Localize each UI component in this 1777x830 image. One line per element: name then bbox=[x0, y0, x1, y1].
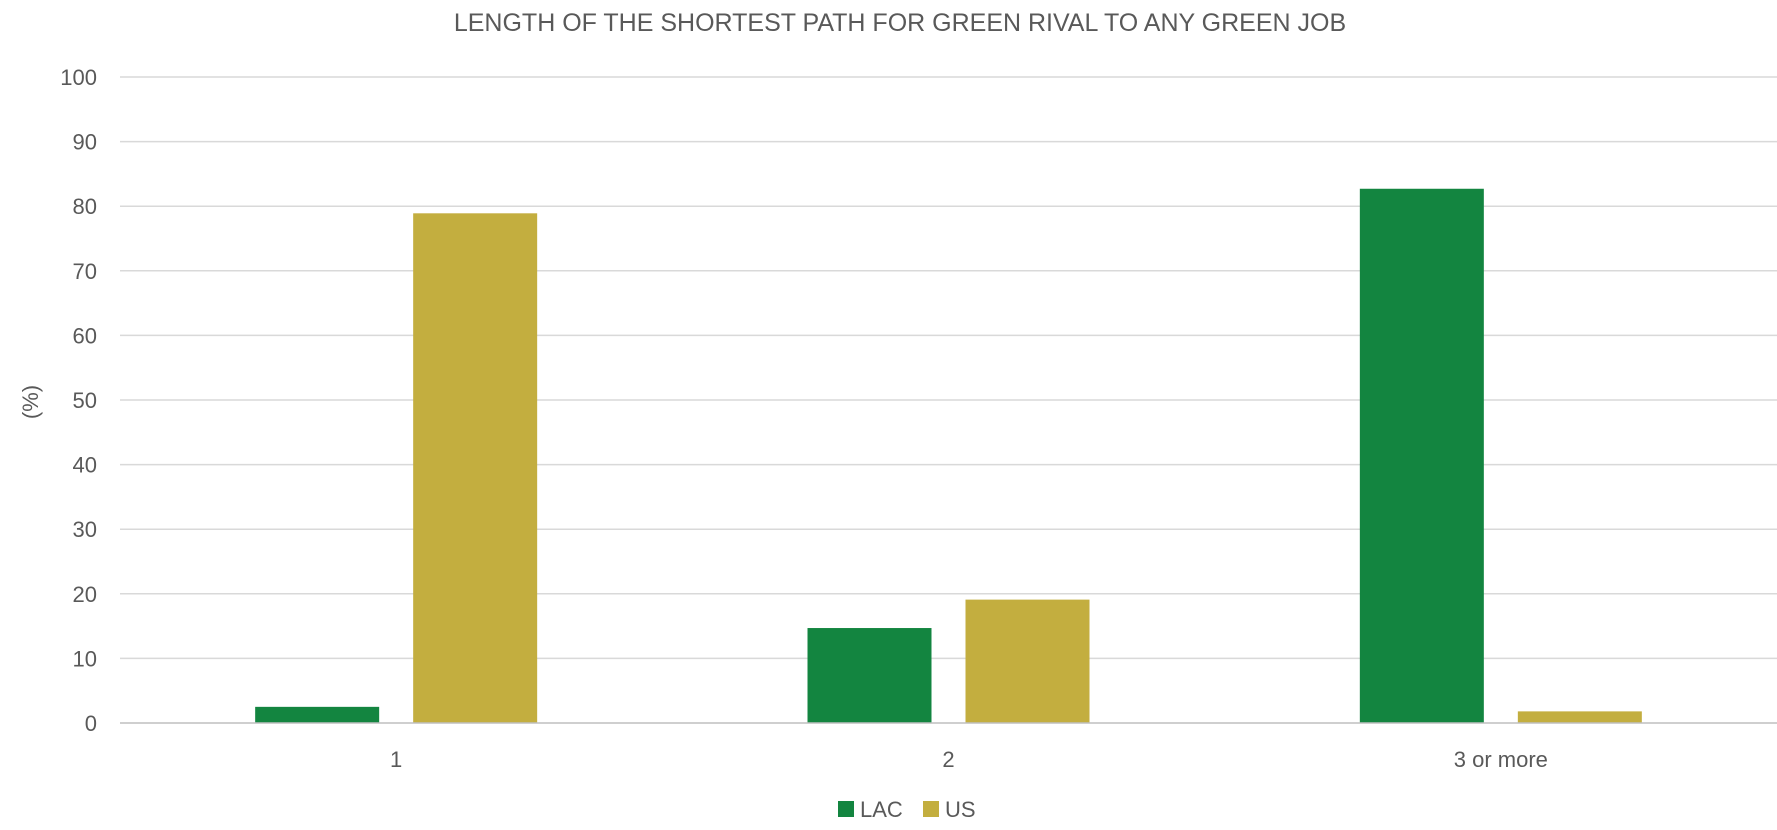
y-tick-label: 20 bbox=[73, 582, 97, 607]
y-tick-label: 0 bbox=[85, 711, 97, 736]
y-tick-label: 30 bbox=[73, 517, 97, 542]
x-tick-label: 1 bbox=[390, 747, 402, 772]
y-axis-ticks: 0 10 20 30 40 50 60 70 80 90 100 bbox=[60, 65, 97, 736]
x-axis-ticks: 1 2 3 or more bbox=[390, 747, 1548, 772]
x-tick-label: 2 bbox=[942, 747, 954, 772]
y-tick-label: 10 bbox=[73, 646, 97, 671]
bar-us-2 bbox=[1517, 711, 1642, 723]
y-tick-label: 80 bbox=[73, 194, 97, 219]
legend-swatch-lac bbox=[838, 801, 854, 817]
y-tick-label: 60 bbox=[73, 323, 97, 348]
bar-lac-0 bbox=[255, 706, 380, 723]
y-axis-label: (%) bbox=[18, 385, 43, 419]
y-tick-label: 90 bbox=[73, 130, 97, 155]
y-tick-label: 50 bbox=[73, 388, 97, 413]
x-tick-label: 3 or more bbox=[1454, 747, 1548, 772]
bar-lac-1 bbox=[807, 628, 932, 723]
legend: LAC US bbox=[838, 797, 976, 822]
bar-lac-2 bbox=[1359, 188, 1484, 723]
chart-title: LENGTH OF THE SHORTEST PATH FOR GREEN RI… bbox=[454, 9, 1346, 37]
legend-label-lac: LAC bbox=[860, 797, 903, 822]
y-tick-label: 70 bbox=[73, 259, 97, 284]
legend-label-us: US bbox=[945, 797, 976, 822]
y-tick-label: 40 bbox=[73, 453, 97, 478]
bars bbox=[255, 188, 1642, 723]
gridlines bbox=[120, 76, 1777, 660]
bar-us-1 bbox=[965, 599, 1090, 723]
y-tick-label: 100 bbox=[60, 65, 97, 90]
bar-us-0 bbox=[413, 213, 538, 723]
legend-swatch-us bbox=[923, 801, 939, 817]
